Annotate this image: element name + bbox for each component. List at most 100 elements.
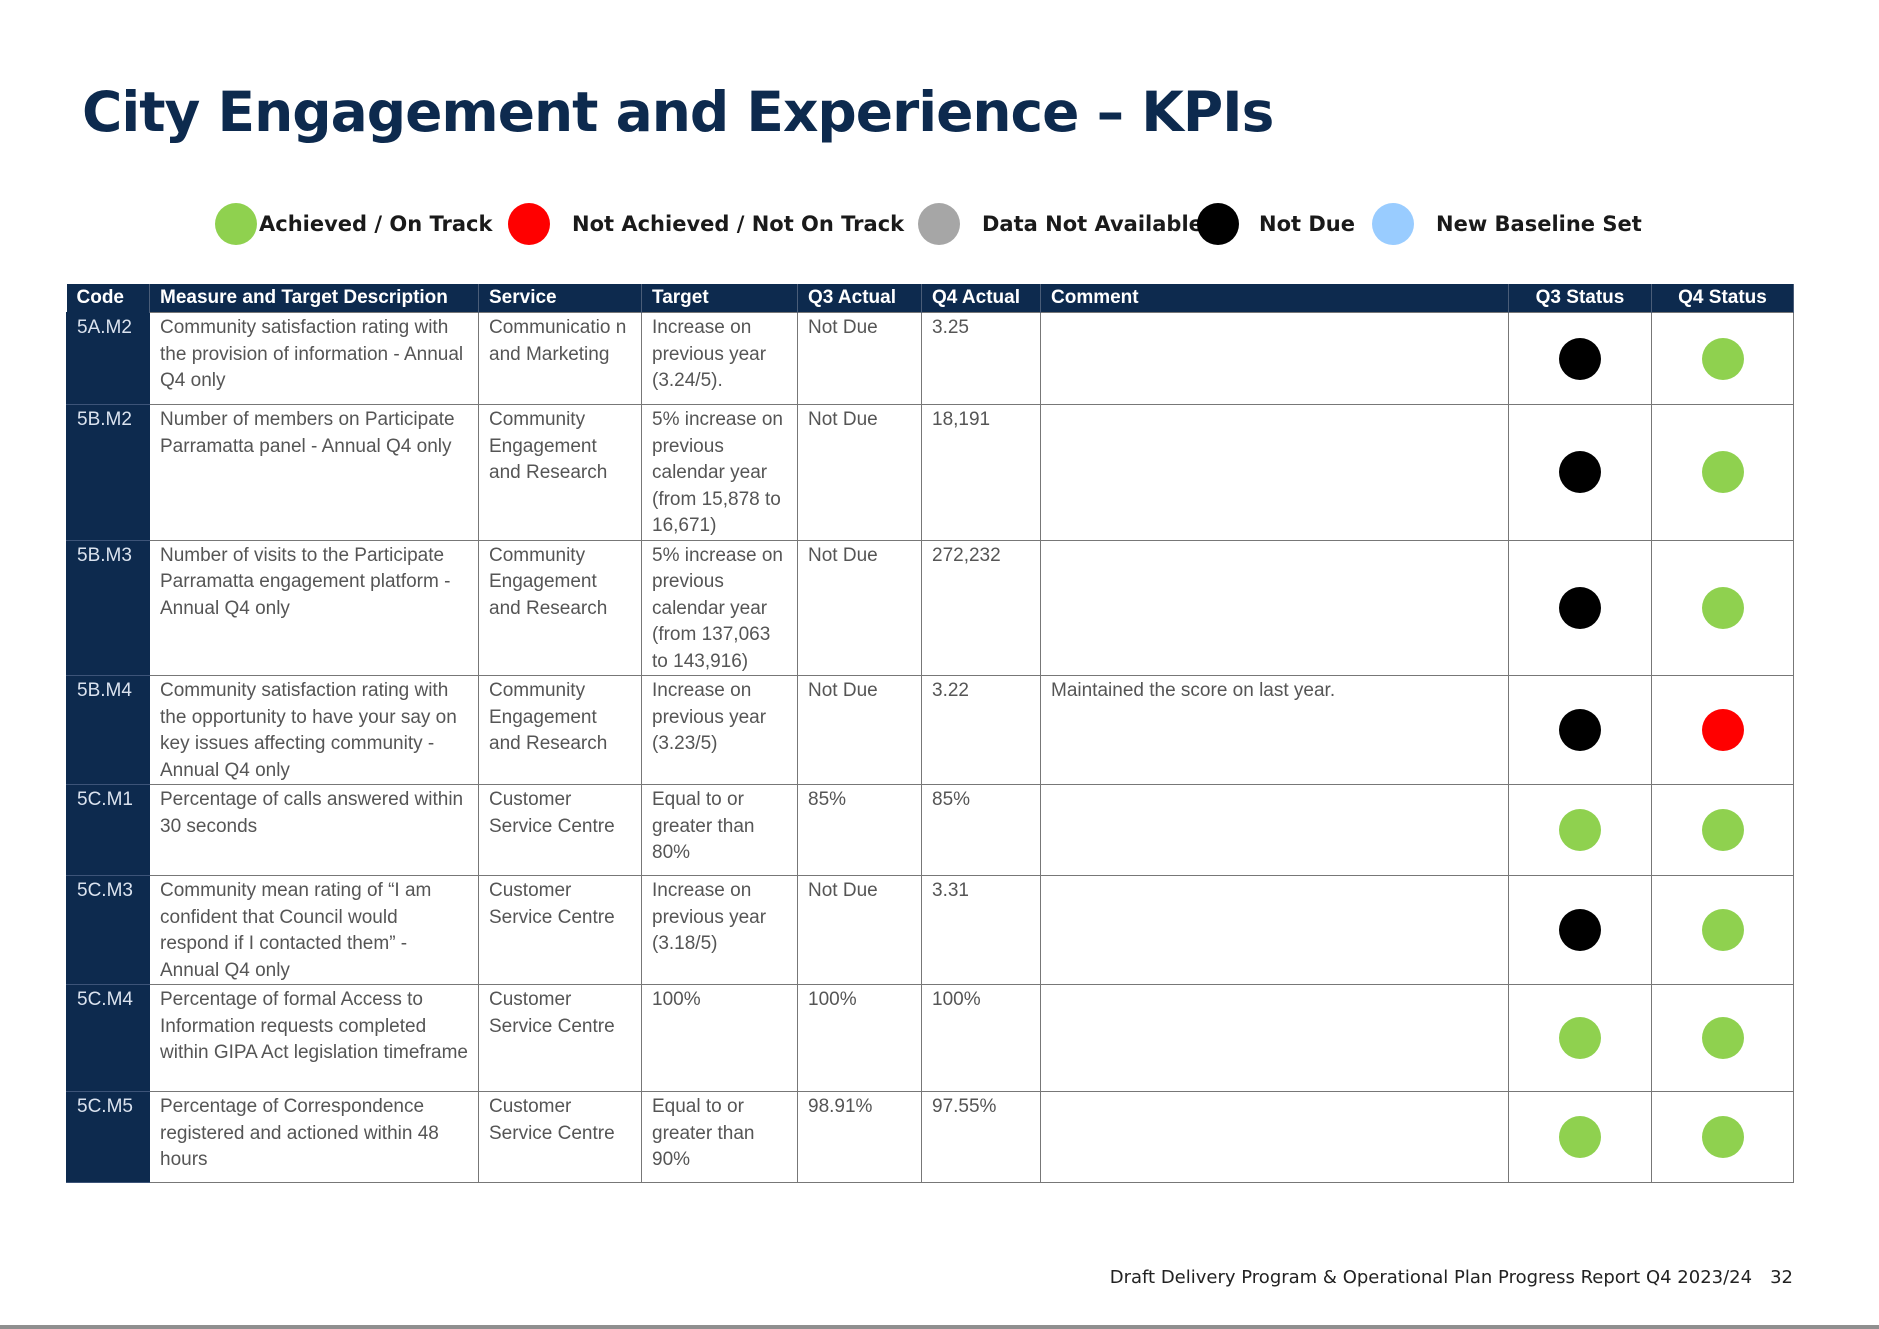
kpi-q3-actual: Not Due bbox=[797, 312, 922, 405]
legend-label: New Baseline Set bbox=[1436, 212, 1642, 236]
red-status-dot-icon bbox=[508, 203, 550, 245]
report-title: Draft Delivery Program & Operational Pla… bbox=[1109, 1267, 1753, 1288]
kpi-measure: Number of visits to the Participate Parr… bbox=[149, 539, 479, 676]
kpi-code: 5C.M3 bbox=[66, 875, 150, 985]
kpi-target: 5% increase on previous calendar year (f… bbox=[641, 404, 798, 541]
light-blue-status-dot-icon bbox=[1372, 203, 1414, 245]
kpi-code: 5B.M3 bbox=[66, 539, 150, 676]
kpi-code: 5C.M4 bbox=[66, 984, 150, 1092]
kpi-measure: Percentage of formal Access to Informati… bbox=[149, 984, 479, 1092]
status-dot-icon bbox=[1559, 909, 1601, 951]
green-status-dot-icon bbox=[215, 203, 257, 245]
legend-item-new-baseline: New Baseline Set bbox=[1372, 202, 1642, 246]
q4-status-cell bbox=[1651, 984, 1794, 1092]
table-row: 5B.M2 Number of members on Participate P… bbox=[66, 404, 1794, 541]
status-dot-icon bbox=[1559, 586, 1601, 629]
status-dot-icon bbox=[1559, 1116, 1601, 1158]
kpi-comment bbox=[1040, 404, 1509, 541]
legend-item-achieved: Achieved / On Track bbox=[215, 202, 492, 246]
kpi-service: Customer Service Centre bbox=[478, 1091, 642, 1183]
kpi-comment bbox=[1040, 984, 1509, 1092]
kpi-code: 5C.M1 bbox=[66, 784, 150, 876]
kpi-service: Communicatio n and Marketing bbox=[478, 312, 642, 405]
status-dot-icon bbox=[1701, 809, 1744, 851]
black-status-dot-icon bbox=[1197, 203, 1239, 245]
kpi-q3-actual: 98.91% bbox=[797, 1091, 922, 1183]
table-row: 5C.M3 Community mean rating of “I am con… bbox=[66, 875, 1794, 985]
kpi-q4-actual: 18,191 bbox=[921, 404, 1041, 541]
kpi-comment bbox=[1040, 875, 1509, 985]
kpi-q4-actual: 85% bbox=[921, 784, 1041, 876]
kpi-q3-actual: 100% bbox=[797, 984, 922, 1092]
kpi-target: Equal to or greater than 80% bbox=[641, 784, 798, 876]
q4-status-cell bbox=[1651, 675, 1794, 785]
legend-label: Achieved / On Track bbox=[259, 212, 493, 236]
q4-status-cell bbox=[1651, 404, 1794, 541]
q3-status-cell bbox=[1508, 984, 1652, 1092]
column-header-target: Target bbox=[641, 284, 798, 313]
kpi-q3-actual: 85% bbox=[797, 784, 922, 876]
kpi-q4-actual: 100% bbox=[921, 984, 1041, 1092]
q3-status-cell bbox=[1508, 1091, 1652, 1183]
status-dot-icon bbox=[1559, 451, 1601, 494]
kpi-target: Increase on previous year (3.24/5). bbox=[641, 312, 798, 405]
status-dot-icon bbox=[1701, 586, 1744, 629]
kpi-target: Increase on previous year (3.23/5) bbox=[641, 675, 798, 785]
status-legend: Achieved / On Track Not Achieved / Not O… bbox=[0, 202, 1879, 246]
legend-label: Not Achieved / Not On Track bbox=[572, 212, 905, 236]
q4-status-cell bbox=[1651, 784, 1794, 876]
q3-status-cell bbox=[1508, 875, 1652, 985]
status-dot-icon bbox=[1701, 337, 1744, 380]
legend-label: Not Due bbox=[1259, 212, 1355, 236]
q4-status-cell bbox=[1651, 312, 1794, 405]
column-header-q3-status: Q3 Status bbox=[1508, 284, 1652, 313]
kpi-measure: Number of members on Participate Parrama… bbox=[149, 404, 479, 541]
kpi-q3-actual: Not Due bbox=[797, 404, 922, 541]
q3-status-cell bbox=[1508, 312, 1652, 405]
legend-label: Data Not Available bbox=[982, 212, 1203, 236]
q3-status-cell bbox=[1508, 675, 1652, 785]
grey-status-dot-icon bbox=[918, 203, 960, 245]
kpi-measure: Community mean rating of “I am confident… bbox=[149, 875, 479, 985]
kpi-target: 5% increase on previous calendar year (f… bbox=[641, 539, 798, 676]
q4-status-cell bbox=[1651, 1091, 1794, 1183]
status-dot-icon bbox=[1559, 337, 1601, 380]
column-header-q3-actual: Q3 Actual bbox=[797, 284, 922, 313]
column-header-measure: Measure and Target Description bbox=[149, 284, 479, 313]
page-title: City Engagement and Experience – KPIs bbox=[82, 80, 1274, 144]
legend-item-data-not-available: Data Not Available bbox=[918, 202, 1203, 246]
table-row: 5A.M2 Community satisfaction rating with… bbox=[66, 312, 1794, 405]
kpi-measure: Percentage of calls answered within 30 s… bbox=[149, 784, 479, 876]
table-row: 5B.M3 Number of visits to the Participat… bbox=[66, 539, 1794, 676]
kpi-comment: Maintained the score on last year. bbox=[1040, 675, 1509, 785]
status-dot-icon bbox=[1701, 709, 1744, 751]
legend-item-not-achieved: Not Achieved / Not On Track bbox=[508, 202, 904, 246]
status-dot-icon bbox=[1701, 1017, 1744, 1059]
kpi-q3-actual: Not Due bbox=[797, 875, 922, 985]
q3-status-cell bbox=[1508, 404, 1652, 541]
kpi-q4-actual: 3.22 bbox=[921, 675, 1041, 785]
q3-status-cell bbox=[1508, 784, 1652, 876]
kpi-measure: Community satisfaction rating with the p… bbox=[149, 312, 479, 405]
kpi-q3-actual: Not Due bbox=[797, 539, 922, 676]
kpi-q4-actual: 272,232 bbox=[921, 539, 1041, 676]
q4-status-cell bbox=[1651, 539, 1794, 676]
kpi-q4-actual: 97.55% bbox=[921, 1091, 1041, 1183]
q3-status-cell bbox=[1508, 539, 1652, 676]
kpi-comment bbox=[1040, 539, 1509, 676]
column-header-q4-actual: Q4 Actual bbox=[921, 284, 1041, 313]
kpi-q4-actual: 3.25 bbox=[921, 312, 1041, 405]
kpi-comment bbox=[1040, 1091, 1509, 1183]
kpi-service: Customer Service Centre bbox=[478, 875, 642, 985]
kpi-target: Equal to or greater than 90% bbox=[641, 1091, 798, 1183]
kpi-measure: Community satisfaction rating with the o… bbox=[149, 675, 479, 785]
q4-status-cell bbox=[1651, 875, 1794, 985]
kpi-service: Customer Service Centre bbox=[478, 984, 642, 1092]
status-dot-icon bbox=[1559, 809, 1601, 851]
status-dot-icon bbox=[1559, 1017, 1601, 1059]
status-dot-icon bbox=[1701, 909, 1744, 951]
kpi-table: Code Measure and Target Description Serv… bbox=[66, 284, 1794, 1183]
kpi-target: Increase on previous year (3.18/5) bbox=[641, 875, 798, 985]
status-dot-icon bbox=[1701, 451, 1744, 494]
column-header-comment: Comment bbox=[1040, 284, 1509, 313]
